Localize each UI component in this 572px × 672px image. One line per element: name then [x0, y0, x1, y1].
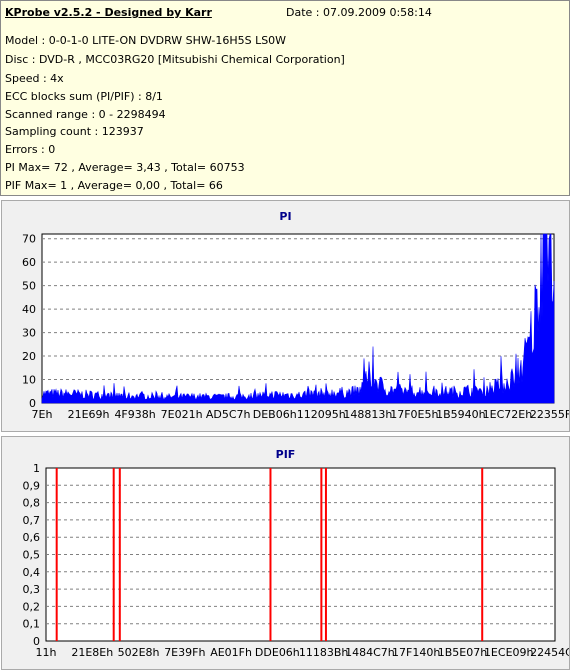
pi-x-tick-label: 7Eh	[32, 408, 53, 421]
pif-x-tick-label: 11183Bh	[299, 646, 349, 659]
scan-date: Date : 07.09.2009 0:58:14	[286, 6, 432, 19]
pi-chart-title: PI	[279, 210, 292, 223]
pif-x-tick-label: 1484C7h	[345, 646, 395, 659]
pi-x-tick-label: 17F0E5h	[390, 408, 438, 421]
pi-y-tick-label: 60	[22, 256, 36, 269]
pif-y-tick-label: 0,4	[23, 566, 41, 579]
app-title: KProbe v2.5.2 - Designed by Karr	[5, 6, 212, 19]
pif-x-tick-label: 1ECE09h	[484, 646, 534, 659]
pi-x-tick-label: 4F938h	[114, 408, 155, 421]
pi-chart-panel: PI 0 10 20 30 40 50 60 70 7Eh 21E69h 4F938h 7E021h A…	[1, 200, 570, 432]
pif-chart-title: PIF	[275, 448, 296, 461]
pi-x-tick-label: 7E021h	[161, 408, 203, 421]
pif-x-tick-label: 22454Ch	[530, 646, 569, 659]
pif-summary-line: PIF Max= 1 , Average= 0,00 , Total= 66	[5, 179, 223, 192]
pif-x-tick-label: 502E8h	[118, 646, 160, 659]
pif-chart: 0 0,1 0,2 0,3 0,4 0,5 0,6 0,7 0,8 0,9 1 11h 21E8Eh 50…	[23, 462, 570, 659]
pi-x-tick-label: 112095h	[297, 408, 346, 421]
errors-line: Errors : 0	[5, 143, 56, 156]
pi-y-tick-label: 10	[22, 374, 36, 387]
pi-y-tick-label: 70	[22, 233, 36, 246]
pif-x-tick-label: 7E39Fh	[164, 646, 205, 659]
speed-line: Speed : 4x	[5, 72, 64, 85]
pif-y-tick-label: 0,6	[23, 531, 41, 544]
pif-y-tick-label: 1	[33, 462, 40, 475]
pif-y-tick-label: 0,9	[23, 479, 41, 492]
pi-series-area	[41, 233, 555, 404]
ecc-line: ECC blocks sum (PI/PIF) : 8/1	[5, 90, 163, 103]
pi-summary-line: PI Max= 72 , Average= 3,43 , Total= 6075…	[5, 161, 245, 174]
pif-y-tick-label: 0,2	[23, 600, 41, 613]
pi-x-tick-label: AD5C7h	[206, 408, 251, 421]
pif-y-tick-label: 0,5	[23, 549, 41, 562]
pi-x-tick-label: DEB06h	[253, 408, 297, 421]
pif-x-tick-label: 21E8Eh	[71, 646, 113, 659]
model-line: Model : 0-0-1-0 LITE-ON DVDRW SHW-16H5S …	[5, 34, 287, 47]
pi-y-tick-label: 30	[22, 327, 36, 340]
pi-x-tick-label: 148813h	[343, 408, 392, 421]
pif-x-tick-label: AE01Fh	[210, 646, 252, 659]
sampling-line: Sampling count : 123937	[5, 125, 144, 138]
pif-y-tick-label: 0,8	[23, 497, 41, 510]
pif-y-tick-label: 0,1	[23, 618, 41, 631]
pi-x-tick-label: 1B5940h	[436, 408, 486, 421]
range-line: Scanned range : 0 - 2298494	[5, 108, 166, 121]
pif-chart-panel: PIF 0 0,1 0,2 0,3 0,4 0,5 0,6 0,7 0,8 0,9 1 11h 21E8…	[1, 436, 570, 670]
pif-x-tick-label: 11h	[36, 646, 57, 659]
info-panel: KProbe v2.5.2 - Designed by Karr Date : …	[0, 0, 570, 196]
pi-plot-area	[41, 233, 555, 404]
pif-y-tick-label: 0,3	[23, 583, 41, 596]
pi-x-tick-label: 22355Fh	[530, 408, 569, 421]
disc-line: Disc : DVD-R , MCC03RG20 [Mitsubishi Che…	[5, 53, 345, 66]
pif-y-tick-label: 0	[33, 635, 40, 648]
pi-y-tick-label: 20	[22, 350, 36, 363]
pif-x-tick-label: DDE06h	[255, 646, 300, 659]
pi-x-tick-label: 21E69h	[68, 408, 110, 421]
pi-chart: 0 10 20 30 40 50 60 70 7Eh 21E69h 4F938h 7E021h AD5C…	[22, 233, 569, 421]
pif-x-tick-label: 17F140h	[392, 646, 440, 659]
pi-y-tick-label: 50	[22, 280, 36, 293]
pi-x-tick-label: 1EC72Eh	[483, 408, 533, 421]
pi-y-tick-label: 0	[29, 397, 36, 410]
pif-x-tick-label: 1B5E07h	[438, 646, 487, 659]
pi-y-tick-label: 40	[22, 303, 36, 316]
pif-y-tick-label: 0,7	[23, 514, 41, 527]
